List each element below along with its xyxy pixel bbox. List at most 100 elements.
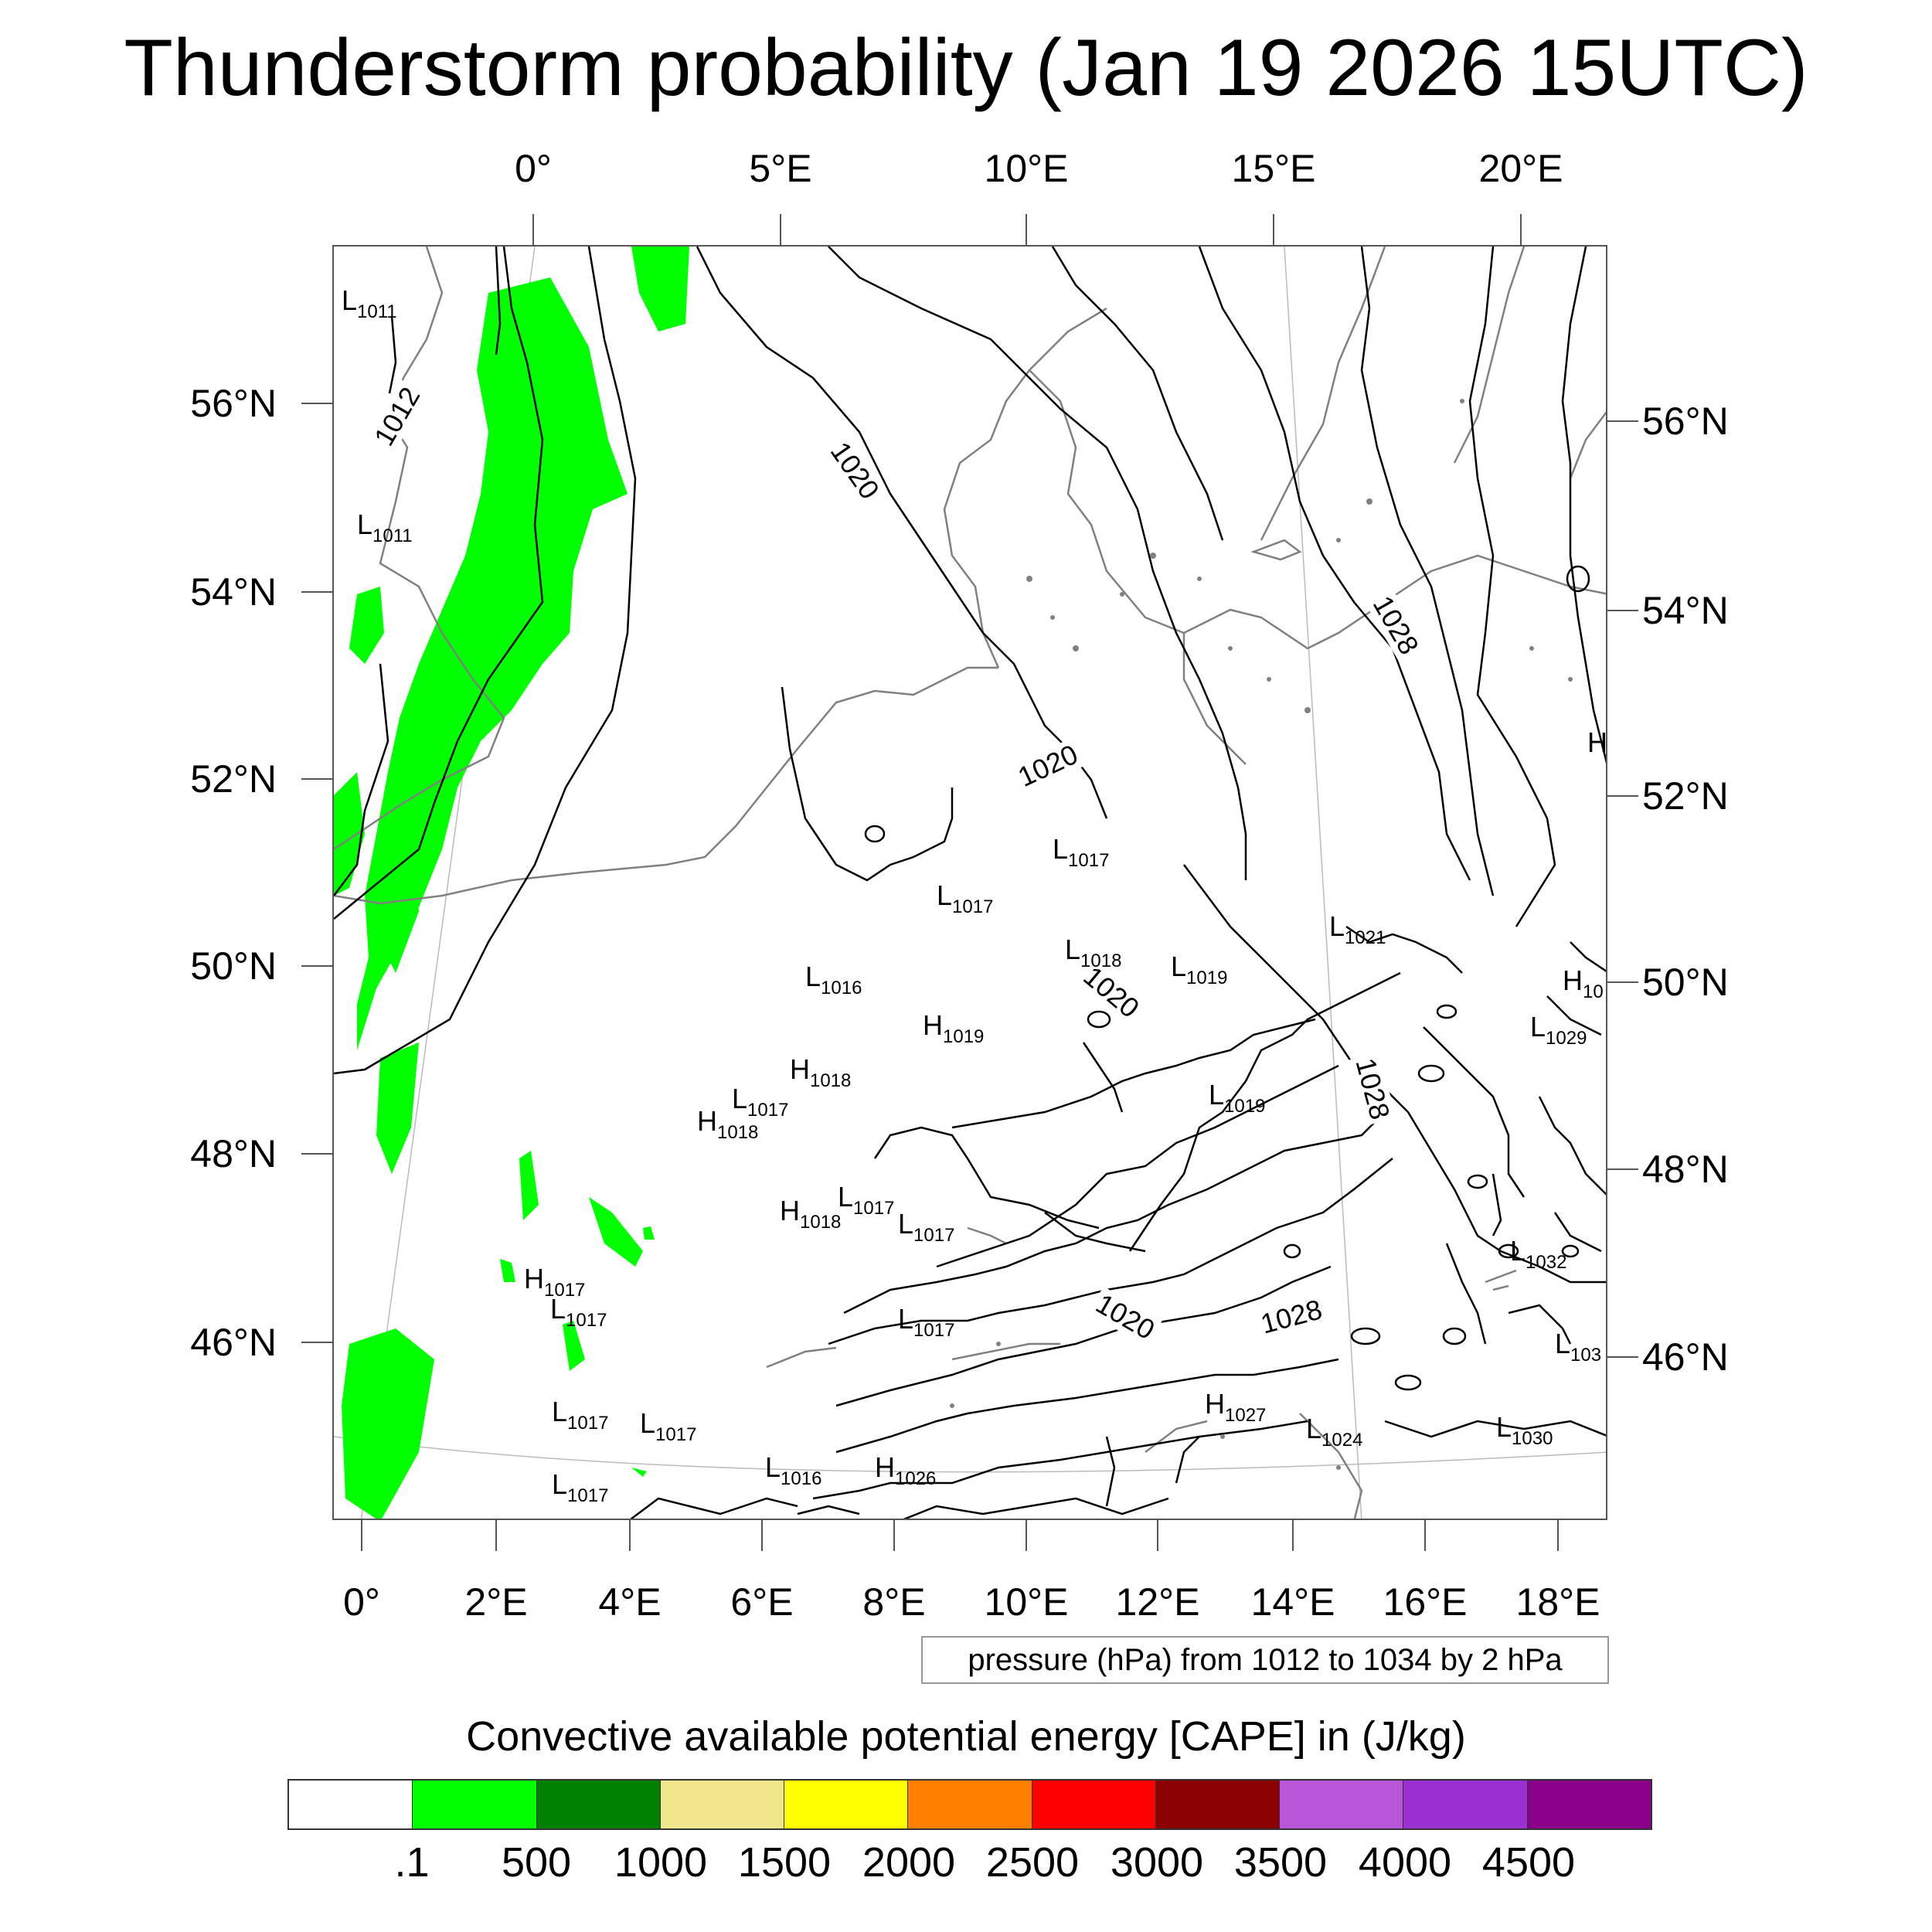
pressure-center-label: L1030 — [1496, 1411, 1553, 1450]
pressure-center-label: L1011 — [342, 285, 397, 323]
pressure-type: L — [1555, 1328, 1571, 1359]
bottom-axis-label: 12°E — [1115, 1580, 1200, 1624]
page-title: Thunderstorm probability (Jan 19 2026 15… — [124, 23, 1808, 113]
pressure-type: L — [1496, 1411, 1512, 1443]
colorbar-tick-label: 3000 — [1110, 1839, 1204, 1886]
pressure-type: L — [732, 1083, 748, 1114]
pressure-value: 1021 — [1345, 927, 1386, 948]
colorbar-tick-label: 2500 — [985, 1839, 1080, 1886]
pressure-center-label: L1024 — [1306, 1413, 1363, 1451]
pressure-type: L — [898, 1208, 914, 1240]
colorbar-segment — [1155, 1781, 1281, 1828]
map-panel: 1012 1020 1020 1020 1020 1028 1028 1028 … — [332, 245, 1607, 1520]
left-axis-label: 50°N — [190, 944, 277, 988]
bottom-axis-label: 0° — [343, 1580, 380, 1624]
colorbar-title: Convective available potential energy [C… — [466, 1713, 1466, 1760]
colorbar-tick-label: 2000 — [862, 1839, 956, 1886]
left-axis-label: 54°N — [190, 570, 277, 614]
pressure-type: L — [1065, 934, 1081, 965]
pressure-center-label: L1017 — [1053, 833, 1110, 872]
pressure-value: 1017 — [655, 1424, 697, 1445]
colorbar-tick-label: 1500 — [737, 1839, 832, 1886]
pressure-value: 1017 — [567, 1485, 609, 1506]
colorbar-segment — [660, 1781, 785, 1828]
pressure-type: L — [1510, 1235, 1526, 1267]
pressure-value: 1017 — [853, 1198, 895, 1219]
cape-colorbar — [287, 1779, 1652, 1830]
pressure-type: H — [1205, 1388, 1225, 1420]
pressure-type: L — [552, 1468, 568, 1500]
pressure-center-label: L1021 — [1329, 911, 1386, 949]
pressure-center-label: L1017 — [640, 1407, 697, 1446]
pressure-center-label: L1017 — [732, 1083, 789, 1121]
pressure-type: L — [1530, 1011, 1546, 1043]
colorbar-tick-label: 1000 — [614, 1839, 708, 1886]
pressure-type: H — [875, 1451, 895, 1483]
pressure-value: 1032 — [1526, 1252, 1567, 1273]
pressure-center-label: L1017 — [898, 1304, 955, 1342]
pressure-center-label: L1017 — [898, 1208, 955, 1247]
colorbar-tick-label: 4500 — [1481, 1839, 1576, 1886]
pressure-center-label: L1029 — [1530, 1011, 1587, 1049]
left-axis-label: 46°N — [190, 1321, 277, 1364]
pressure-center-label: L103 — [1555, 1328, 1602, 1366]
bottom-axis-label: 14°E — [1250, 1580, 1335, 1624]
colorbar-tick-label: 3500 — [1233, 1839, 1328, 1886]
bottom-axis-label: 8°E — [862, 1580, 926, 1624]
pressure-center-label: L1017 — [552, 1468, 609, 1507]
pressure-value: 103 — [1570, 1345, 1602, 1366]
pressure-type: L — [1053, 833, 1069, 865]
pressure-value: 1019 — [943, 1026, 985, 1047]
pressure-value: 1027 — [1225, 1405, 1267, 1426]
pressure-center-label: L1016 — [805, 961, 862, 999]
pressure-center-label: L1017 — [838, 1181, 895, 1219]
colorbar-tick-label: 500 — [501, 1839, 572, 1886]
colorbar-segment — [536, 1781, 661, 1828]
pressure-type: L — [805, 961, 821, 992]
pressure-center-label: L1017 — [550, 1293, 607, 1332]
colorbar-segment — [1032, 1781, 1156, 1828]
pressure-value: 1024 — [1321, 1430, 1363, 1451]
pressure-value: 1018 — [810, 1070, 852, 1091]
pressure-center-label: H — [1587, 726, 1607, 762]
left-axis-label: 56°N — [190, 382, 277, 425]
bottom-axis-label: 2°E — [464, 1580, 528, 1624]
pressure-center-label: L1019 — [1171, 951, 1227, 989]
pressure-value: 1016 — [821, 978, 862, 998]
pressure-center-label: L1018 — [1065, 934, 1121, 972]
pressure-type: L — [640, 1407, 656, 1439]
pressure-type: H — [1563, 964, 1583, 996]
right-axis-label: 46°N — [1642, 1335, 1729, 1379]
pressure-value: 1018 — [717, 1122, 759, 1143]
pressure-center-label: H1027 — [1205, 1388, 1267, 1427]
pressure-type: L — [550, 1293, 566, 1325]
pressure-value: 1026 — [895, 1468, 937, 1489]
pressure-value: 1017 — [913, 1320, 955, 1341]
pressure-value: 1017 — [1068, 850, 1110, 871]
cape-fill-areas — [334, 247, 689, 1519]
pressure-center-label: H1019 — [923, 1010, 985, 1048]
pressure-type: H — [697, 1105, 717, 1137]
pressure-value: 1017 — [544, 1280, 586, 1301]
map-canvas — [334, 247, 1606, 1519]
coastlines — [334, 247, 1606, 1519]
pressure-value: 1017 — [747, 1100, 789, 1121]
pressure-type: L — [357, 509, 373, 540]
pressure-center-label: H10 — [1563, 964, 1604, 1003]
pressure-type: L — [838, 1181, 854, 1213]
colorbar-segment — [1527, 1781, 1651, 1828]
pressure-center-label: L1019 — [1209, 1080, 1265, 1117]
pressure-value: 1017 — [913, 1225, 955, 1246]
pressure-value: 1011 — [372, 526, 413, 546]
top-axis-label: 20°E — [1478, 147, 1563, 190]
colorbar-segment — [413, 1781, 537, 1828]
pressure-center-label: H1018 — [780, 1196, 842, 1233]
isobars — [334, 247, 1606, 1519]
pressure-value: 1018 — [800, 1212, 842, 1233]
pressure-type: H — [1587, 726, 1607, 758]
bottom-axis-label: 18°E — [1515, 1580, 1600, 1624]
pressure-center-label: L1032 — [1510, 1235, 1567, 1274]
pressure-type: L — [552, 1396, 568, 1427]
pressure-value: 10 — [1583, 981, 1604, 1002]
